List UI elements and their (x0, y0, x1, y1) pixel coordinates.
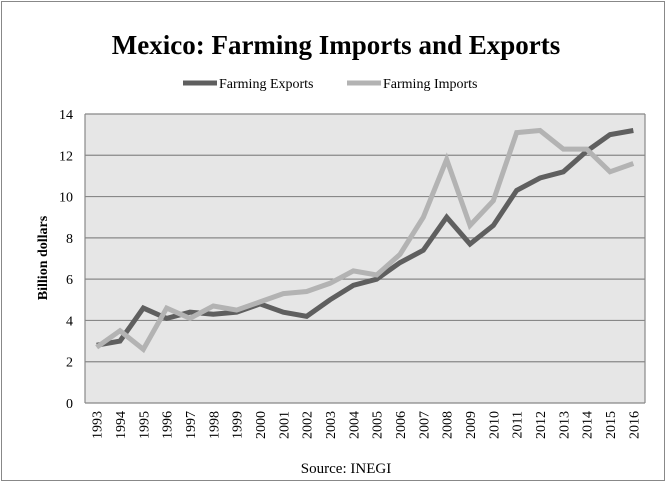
x-tick-label: 1996 (161, 411, 176, 439)
series-line-imports (95, 127, 635, 354)
chart-title: Mexico: Farming Imports and Exports (112, 30, 560, 60)
x-tick-label: 1997 (184, 411, 199, 439)
y-tick-label: 12 (59, 149, 73, 164)
y-tick-label: 14 (59, 108, 73, 123)
plot-area (85, 114, 645, 403)
x-tick-label: 1993 (91, 411, 106, 439)
y-tick-label: 4 (66, 314, 73, 329)
x-tick-label: 1994 (114, 411, 129, 439)
y-tick-label: 0 (66, 397, 73, 412)
x-tick-label: 1995 (137, 411, 152, 439)
x-tick-label: 2002 (301, 411, 316, 439)
x-tick-label: 2008 (441, 411, 456, 439)
y-axis-label: Billion dollars (36, 215, 51, 300)
source-note: Source: INEGI (301, 461, 391, 477)
x-tick-label: 2005 (371, 411, 386, 439)
x-tick-label: 2003 (324, 411, 339, 439)
x-tick-label: 2001 (277, 411, 292, 439)
x-tick-label: 2012 (534, 411, 549, 439)
x-tick-label: 2000 (254, 411, 269, 439)
x-tick-label: 2014 (581, 411, 596, 439)
x-tick-label: 2015 (604, 411, 619, 439)
legend-label: Farming Exports (219, 77, 314, 92)
x-tick-label: 1999 (231, 411, 246, 439)
x-tick-label: 2007 (417, 411, 432, 439)
y-tick-label: 10 (59, 191, 73, 206)
y-tick-label: 6 (66, 273, 73, 288)
x-tick-label: 1998 (207, 411, 222, 439)
y-tick-label: 8 (66, 232, 73, 247)
x-tick-label: 2011 (511, 411, 526, 438)
x-tick-label: 2004 (347, 411, 362, 439)
y-tick-label: 2 (66, 356, 73, 371)
x-tick-label: 2010 (487, 411, 502, 439)
x-tick-label: 2009 (464, 411, 479, 439)
x-tick-label: 2006 (394, 411, 409, 439)
x-tick-label: 2013 (557, 411, 572, 439)
legend: Farming Exports Farming Imports (183, 77, 478, 92)
series-line-exports (96, 128, 634, 348)
x-tick-label: 2016 (627, 411, 642, 439)
legend-label: Farming Imports (383, 77, 478, 92)
